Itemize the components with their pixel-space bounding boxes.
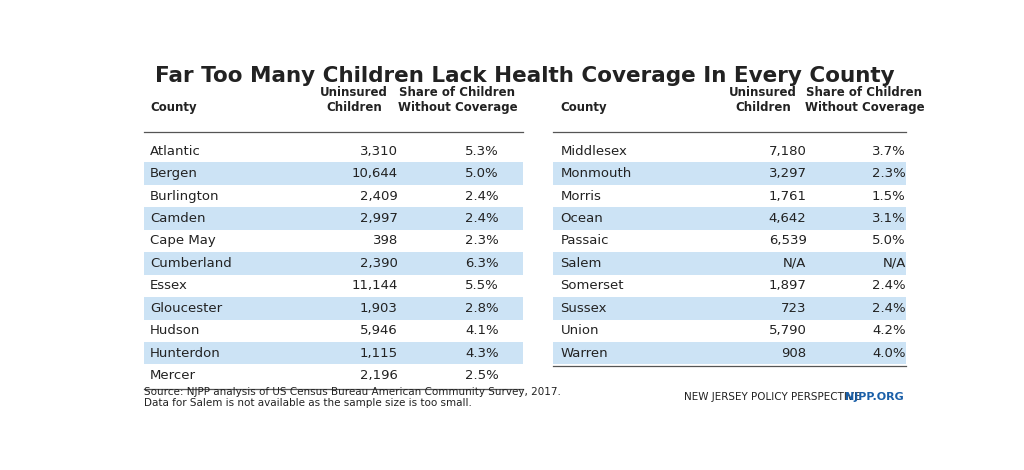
Text: 4.0%: 4.0% [872, 347, 906, 360]
Text: Morris: Morris [560, 189, 601, 203]
Text: Salem: Salem [560, 257, 602, 270]
Text: 4.1%: 4.1% [465, 324, 499, 337]
Text: Camden: Camden [151, 212, 206, 225]
Text: NJPP.ORG: NJPP.ORG [846, 392, 904, 402]
Text: 4,642: 4,642 [769, 212, 807, 225]
Text: 398: 398 [373, 235, 397, 248]
Text: Union: Union [560, 324, 599, 337]
Text: Monmouth: Monmouth [560, 167, 632, 180]
Bar [553, 163, 906, 185]
Text: 2,390: 2,390 [360, 257, 397, 270]
Text: 1,903: 1,903 [360, 302, 397, 315]
Text: 5.0%: 5.0% [872, 235, 906, 248]
Text: 2.5%: 2.5% [465, 369, 499, 382]
Text: 1,897: 1,897 [769, 279, 807, 292]
Text: 2.4%: 2.4% [465, 189, 499, 203]
Text: Source: NJPP analysis of US Census Bureau American Community Survey, 2017.
Data : Source: NJPP analysis of US Census Burea… [143, 386, 561, 408]
Bar [143, 297, 523, 320]
Text: N/A: N/A [783, 257, 807, 270]
Text: Hudson: Hudson [151, 324, 201, 337]
Text: Atlantic: Atlantic [151, 145, 201, 158]
Text: Passaic: Passaic [560, 235, 609, 248]
Text: 2.4%: 2.4% [465, 212, 499, 225]
Text: 5,946: 5,946 [360, 324, 397, 337]
Text: Ocean: Ocean [560, 212, 603, 225]
Text: County: County [151, 102, 197, 114]
Bar [143, 342, 523, 364]
Text: 3.7%: 3.7% [872, 145, 906, 158]
Text: 11,144: 11,144 [351, 279, 397, 292]
Text: 6.3%: 6.3% [465, 257, 499, 270]
Text: Bergen: Bergen [151, 167, 198, 180]
Bar [553, 252, 906, 274]
Text: Share of Children
Without Coverage: Share of Children Without Coverage [805, 86, 925, 114]
Bar [553, 207, 906, 230]
Bar [553, 297, 906, 320]
Text: 2,409: 2,409 [360, 189, 397, 203]
Bar [143, 252, 523, 274]
Text: 3.1%: 3.1% [872, 212, 906, 225]
Text: Share of Children
Without Coverage: Share of Children Without Coverage [397, 86, 517, 114]
Text: Far Too Many Children Lack Health Coverage In Every County: Far Too Many Children Lack Health Covera… [155, 66, 895, 86]
Bar [143, 163, 523, 185]
Text: Sussex: Sussex [560, 302, 607, 315]
Text: N/A: N/A [883, 257, 906, 270]
Text: Mercer: Mercer [151, 369, 197, 382]
Text: 2.3%: 2.3% [872, 167, 906, 180]
Text: Middlesex: Middlesex [560, 145, 628, 158]
Bar [553, 342, 906, 364]
Text: 4.3%: 4.3% [465, 347, 499, 360]
Text: 1,761: 1,761 [769, 189, 807, 203]
Text: 2,997: 2,997 [360, 212, 397, 225]
Text: Warren: Warren [560, 347, 608, 360]
Text: Somerset: Somerset [560, 279, 624, 292]
Text: Hunterdon: Hunterdon [151, 347, 221, 360]
Text: 5.3%: 5.3% [465, 145, 499, 158]
Text: 2.4%: 2.4% [872, 279, 906, 292]
Text: Essex: Essex [151, 279, 188, 292]
Text: 723: 723 [781, 302, 807, 315]
Text: 10,644: 10,644 [351, 167, 397, 180]
Text: Cape May: Cape May [151, 235, 216, 248]
Text: Uninsured
Children: Uninsured Children [729, 86, 797, 114]
Text: 6,539: 6,539 [769, 235, 807, 248]
Text: 3,310: 3,310 [359, 145, 397, 158]
Bar [143, 207, 523, 230]
Text: 2,196: 2,196 [360, 369, 397, 382]
Text: 2.8%: 2.8% [465, 302, 499, 315]
Text: NEW JERSEY POLICY PERSPECTIVE: NEW JERSEY POLICY PERSPECTIVE [684, 392, 860, 402]
Text: 2.4%: 2.4% [872, 302, 906, 315]
Text: Burlington: Burlington [151, 189, 220, 203]
Text: 7,180: 7,180 [769, 145, 807, 158]
Text: 4.2%: 4.2% [872, 324, 906, 337]
Text: Gloucester: Gloucester [151, 302, 222, 315]
Text: 2.3%: 2.3% [465, 235, 499, 248]
Text: Uninsured
Children: Uninsured Children [321, 86, 388, 114]
Text: 5.0%: 5.0% [465, 167, 499, 180]
Text: 1,115: 1,115 [359, 347, 397, 360]
Text: 5,790: 5,790 [769, 324, 807, 337]
Text: 5.5%: 5.5% [465, 279, 499, 292]
Text: 1.5%: 1.5% [872, 189, 906, 203]
Text: 908: 908 [781, 347, 807, 360]
Text: Cumberland: Cumberland [151, 257, 232, 270]
Text: County: County [560, 102, 607, 114]
Text: 3,297: 3,297 [769, 167, 807, 180]
